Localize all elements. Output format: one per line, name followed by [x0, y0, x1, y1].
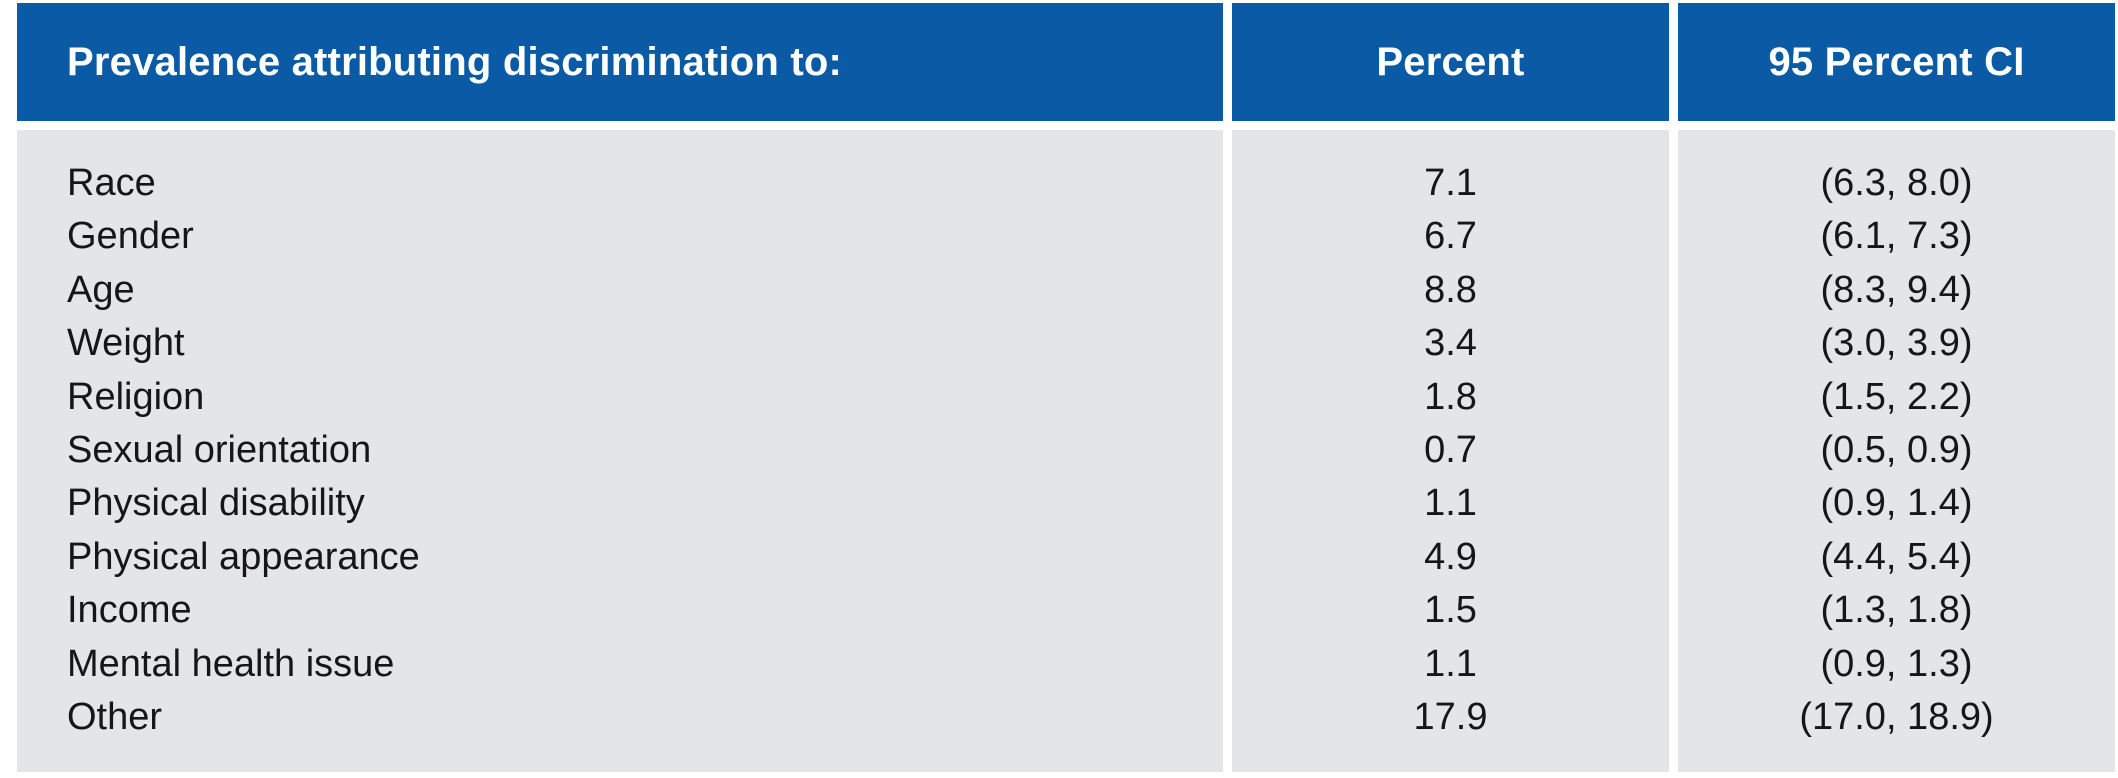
percent-weight: 3.4 [1424, 322, 1477, 365]
percent-other: 17.9 [1413, 695, 1488, 738]
prevalence-table: Prevalence attributing discrimination to… [17, 3, 2115, 772]
ci-race: (6.3, 8.0) [1820, 162, 1973, 204]
row-label-gender: Gender [67, 215, 194, 258]
percent-physical-disability: 1.1 [1424, 482, 1477, 525]
percent-physical-appearance: 4.9 [1424, 535, 1477, 578]
column-attributes: Race Gender Age Weight Religion Sexual o… [17, 130, 1223, 772]
header-cell-attribute: Prevalence attributing discrimination to… [17, 3, 1223, 121]
percent-income: 1.5 [1424, 589, 1477, 632]
ci-physical-appearance: (4.4, 5.4) [1820, 535, 1973, 578]
header-label-percent: Percent [1376, 39, 1525, 84]
percent-race: 7.1 [1424, 162, 1477, 204]
ci-income: (1.3, 1.8) [1820, 589, 1973, 632]
row-label-weight: Weight [67, 322, 185, 365]
ci-mental-health-issue: (0.9, 1.3) [1820, 642, 1973, 685]
header-cell-percent: Percent [1232, 3, 1669, 121]
header-cell-ci: 95 Percent CI [1678, 3, 2115, 121]
row-label-physical-disability: Physical disability [67, 482, 365, 525]
row-label-sexual-orientation: Sexual orientation [67, 428, 372, 471]
ci-religion: (1.5, 2.2) [1820, 375, 1973, 418]
percent-sexual-orientation: 0.7 [1424, 428, 1477, 471]
column-ci: (6.3, 8.0) (6.1, 7.3) (8.3, 9.4) (3.0, 3… [1678, 130, 2115, 772]
row-label-age: Age [67, 268, 135, 311]
percent-religion: 1.8 [1424, 375, 1477, 418]
header-label-attribute: Prevalence attributing discrimination to… [67, 39, 842, 84]
row-label-mental-health-issue: Mental health issue [67, 642, 395, 685]
percent-age: 8.8 [1424, 268, 1477, 311]
header-label-ci: 95 Percent CI [1768, 39, 2025, 84]
row-label-income: Income [67, 589, 192, 632]
percent-mental-health-issue: 1.1 [1424, 642, 1477, 685]
ci-other: (17.0, 18.9) [1799, 695, 1994, 738]
ci-sexual-orientation: (0.5, 0.9) [1820, 428, 1973, 471]
ci-gender: (6.1, 7.3) [1820, 215, 1973, 258]
row-label-race: Race [67, 162, 156, 204]
column-percent: 7.1 6.7 8.8 3.4 1.8 0.7 1.1 4.9 1.5 1.1 … [1232, 130, 1669, 772]
ci-weight: (3.0, 3.9) [1820, 322, 1973, 365]
row-label-physical-appearance: Physical appearance [67, 535, 420, 578]
percent-gender: 6.7 [1424, 215, 1477, 258]
ci-physical-disability: (0.9, 1.4) [1820, 482, 1973, 525]
ci-age: (8.3, 9.4) [1820, 268, 1973, 311]
row-label-other: Other [67, 695, 163, 738]
row-label-religion: Religion [67, 375, 205, 418]
